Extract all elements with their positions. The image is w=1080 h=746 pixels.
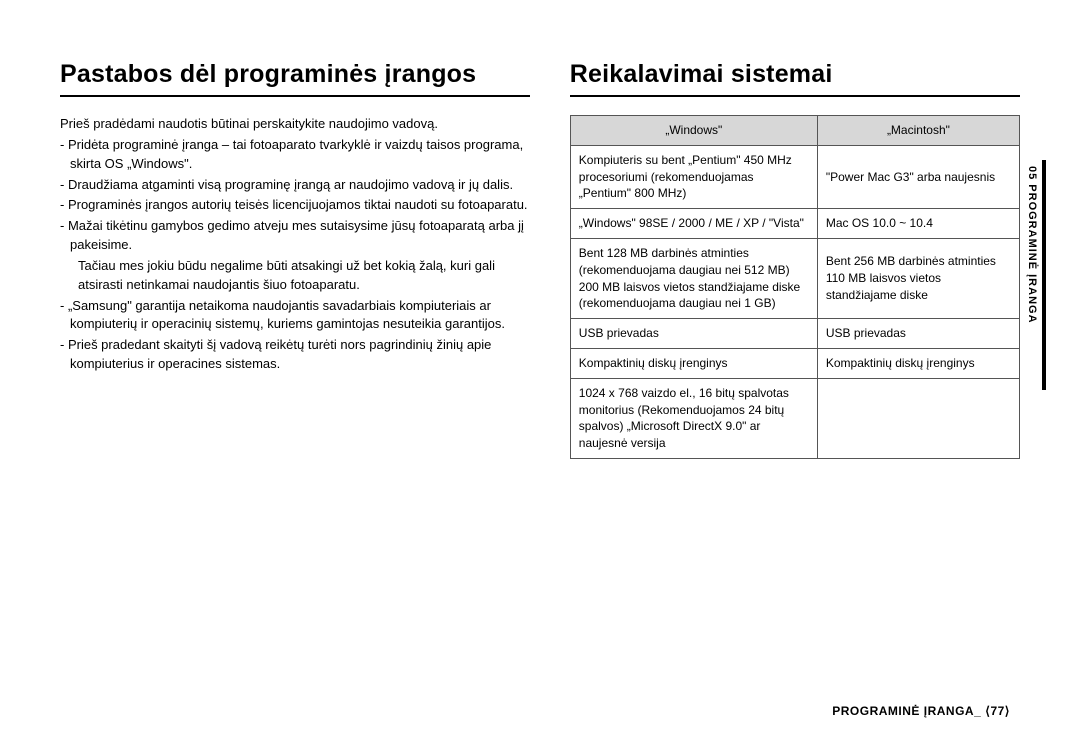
note-item: Mažai tikėtinu gamybos gedimo atveju mes… <box>60 217 530 255</box>
side-tab: 05 PROGRAMINĖ ĮRANGA <box>1028 160 1046 390</box>
table-header-row: „Windows" „Macintosh" <box>570 116 1019 146</box>
cell-macintosh: Bent 256 MB darbinės atminties 110 MB la… <box>817 238 1019 318</box>
note-item: Programinės įrangos autorių teisės licen… <box>60 196 530 215</box>
cell-windows: Bent 128 MB darbinės atminties (rekomend… <box>570 238 817 318</box>
side-tab-bar <box>1042 160 1046 390</box>
cell-windows: USB prievadas <box>570 319 817 349</box>
footer-page-number: ⟨77⟩ <box>985 704 1010 718</box>
table-row: USB prievadasUSB prievadas <box>570 319 1019 349</box>
header-macintosh: „Macintosh" <box>817 116 1019 146</box>
table-row: Kompiuteris su bent „Pentium" 450 MHz pr… <box>570 145 1019 208</box>
footer-label: PROGRAMINĖ ĮRANGA_ <box>832 704 981 718</box>
side-tab-label: 05 PROGRAMINĖ ĮRANGA <box>1026 166 1038 324</box>
cell-macintosh: USB prievadas <box>817 319 1019 349</box>
note-item: „Samsung" garantija netaikoma naudojanti… <box>60 297 530 335</box>
cell-windows: „Windows" 98SE / 2000 / ME / XP / "Vista… <box>570 209 817 239</box>
page-footer: PROGRAMINĖ ĮRANGA_ ⟨77⟩ <box>832 704 1010 718</box>
cell-macintosh <box>817 378 1019 458</box>
note-sub-paragraph: Tačiau mes jokiu būdu negalime būti atsa… <box>60 257 530 295</box>
header-windows: „Windows" <box>570 116 817 146</box>
cell-macintosh: Kompaktinių diskų įrenginys <box>817 348 1019 378</box>
table-row: „Windows" 98SE / 2000 / ME / XP / "Vista… <box>570 209 1019 239</box>
left-column: Pastabos dėl programinės įrangos Prieš p… <box>60 60 530 459</box>
cell-macintosh: Mac OS 10.0 ~ 10.4 <box>817 209 1019 239</box>
cell-macintosh: "Power Mac G3" arba naujesnis <box>817 145 1019 208</box>
notes-list: Pridėta programinė įranga – tai fotoapar… <box>60 136 530 374</box>
requirements-table: „Windows" „Macintosh" Kompiuteris su ben… <box>570 115 1020 459</box>
note-item: Pridėta programinė įranga – tai fotoapar… <box>60 136 530 174</box>
cell-windows: 1024 x 768 vaizdo el., 16 bitų spalvotas… <box>570 378 817 458</box>
table-row: 1024 x 768 vaizdo el., 16 bitų spalvotas… <box>570 378 1019 458</box>
cell-windows: Kompaktinių diskų įrenginys <box>570 348 817 378</box>
left-heading: Pastabos dėl programinės įrangos <box>60 60 530 97</box>
right-column: Reikalavimai sistemai „Windows" „Macinto… <box>570 60 1020 459</box>
cell-windows: Kompiuteris su bent „Pentium" 450 MHz pr… <box>570 145 817 208</box>
table-row: Kompaktinių diskų įrenginysKompaktinių d… <box>570 348 1019 378</box>
page: Pastabos dėl programinės įrangos Prieš p… <box>0 0 1080 746</box>
two-column-layout: Pastabos dėl programinės įrangos Prieš p… <box>60 60 1020 459</box>
right-heading: Reikalavimai sistemai <box>570 60 1020 97</box>
intro-paragraph: Prieš pradėdami naudotis būtinai perskai… <box>60 115 530 134</box>
note-item: Prieš pradedant skaityti šį vadovą reikė… <box>60 336 530 374</box>
note-item: Draudžiama atgaminti visą programinę įra… <box>60 176 530 195</box>
table-row: Bent 128 MB darbinės atminties (rekomend… <box>570 238 1019 318</box>
